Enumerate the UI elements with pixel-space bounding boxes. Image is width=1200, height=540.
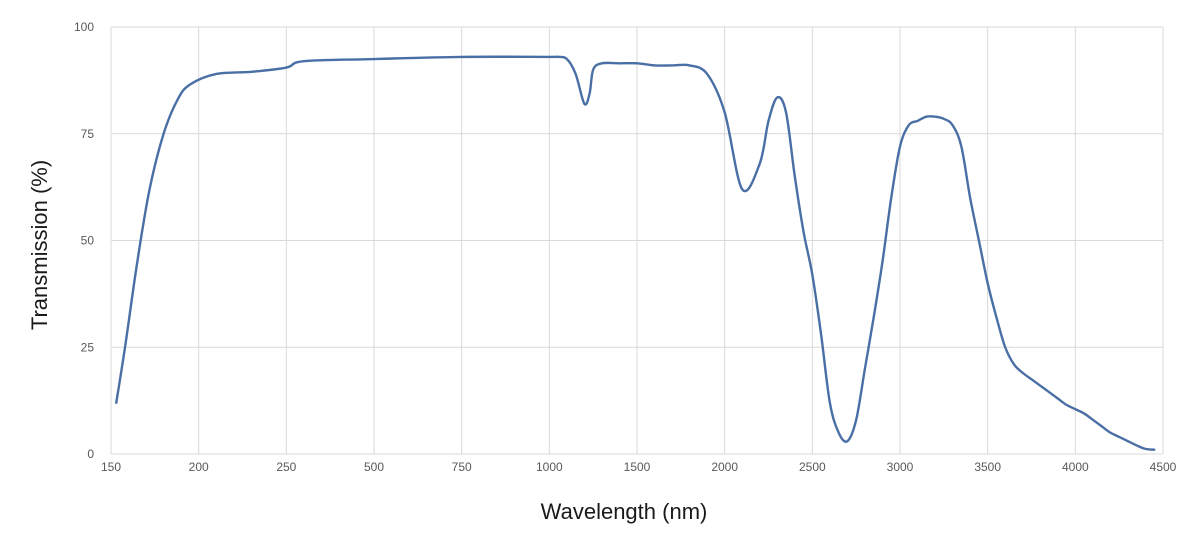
x-tick-label: 750	[452, 460, 472, 474]
y-axis-title: Transmission (%)	[27, 160, 52, 330]
x-axis-title: Wavelength (nm)	[541, 499, 708, 524]
x-tick-label: 150	[101, 460, 121, 474]
x-tick-label: 3000	[887, 460, 914, 474]
grid-layer	[110, 26, 1164, 455]
x-tick-label: 4000	[1062, 460, 1089, 474]
x-tick-label: 2500	[799, 460, 826, 474]
transmission-series-line	[115, 55, 1156, 451]
x-tick-label: 500	[364, 460, 384, 474]
x-tick-label: 4500	[1150, 460, 1177, 474]
tick-layer: 150 200 250 500 750 1000 1500 2000 2500 3000 3500 4…	[74, 20, 1177, 474]
x-tick-label: 1000	[536, 460, 563, 474]
y-tick-label: 50	[81, 234, 95, 248]
series-layer	[115, 55, 1156, 451]
y-tick-label: 0	[87, 447, 94, 461]
x-tick-label: 250	[276, 460, 296, 474]
x-tick-label: 200	[189, 460, 209, 474]
y-tick-label: 100	[74, 20, 94, 34]
y-tick-label: 25	[81, 340, 95, 354]
x-tick-label: 1500	[624, 460, 651, 474]
y-tick-label: 75	[81, 127, 95, 141]
x-tick-label: 2000	[711, 460, 738, 474]
x-tick-label: 3500	[974, 460, 1001, 474]
